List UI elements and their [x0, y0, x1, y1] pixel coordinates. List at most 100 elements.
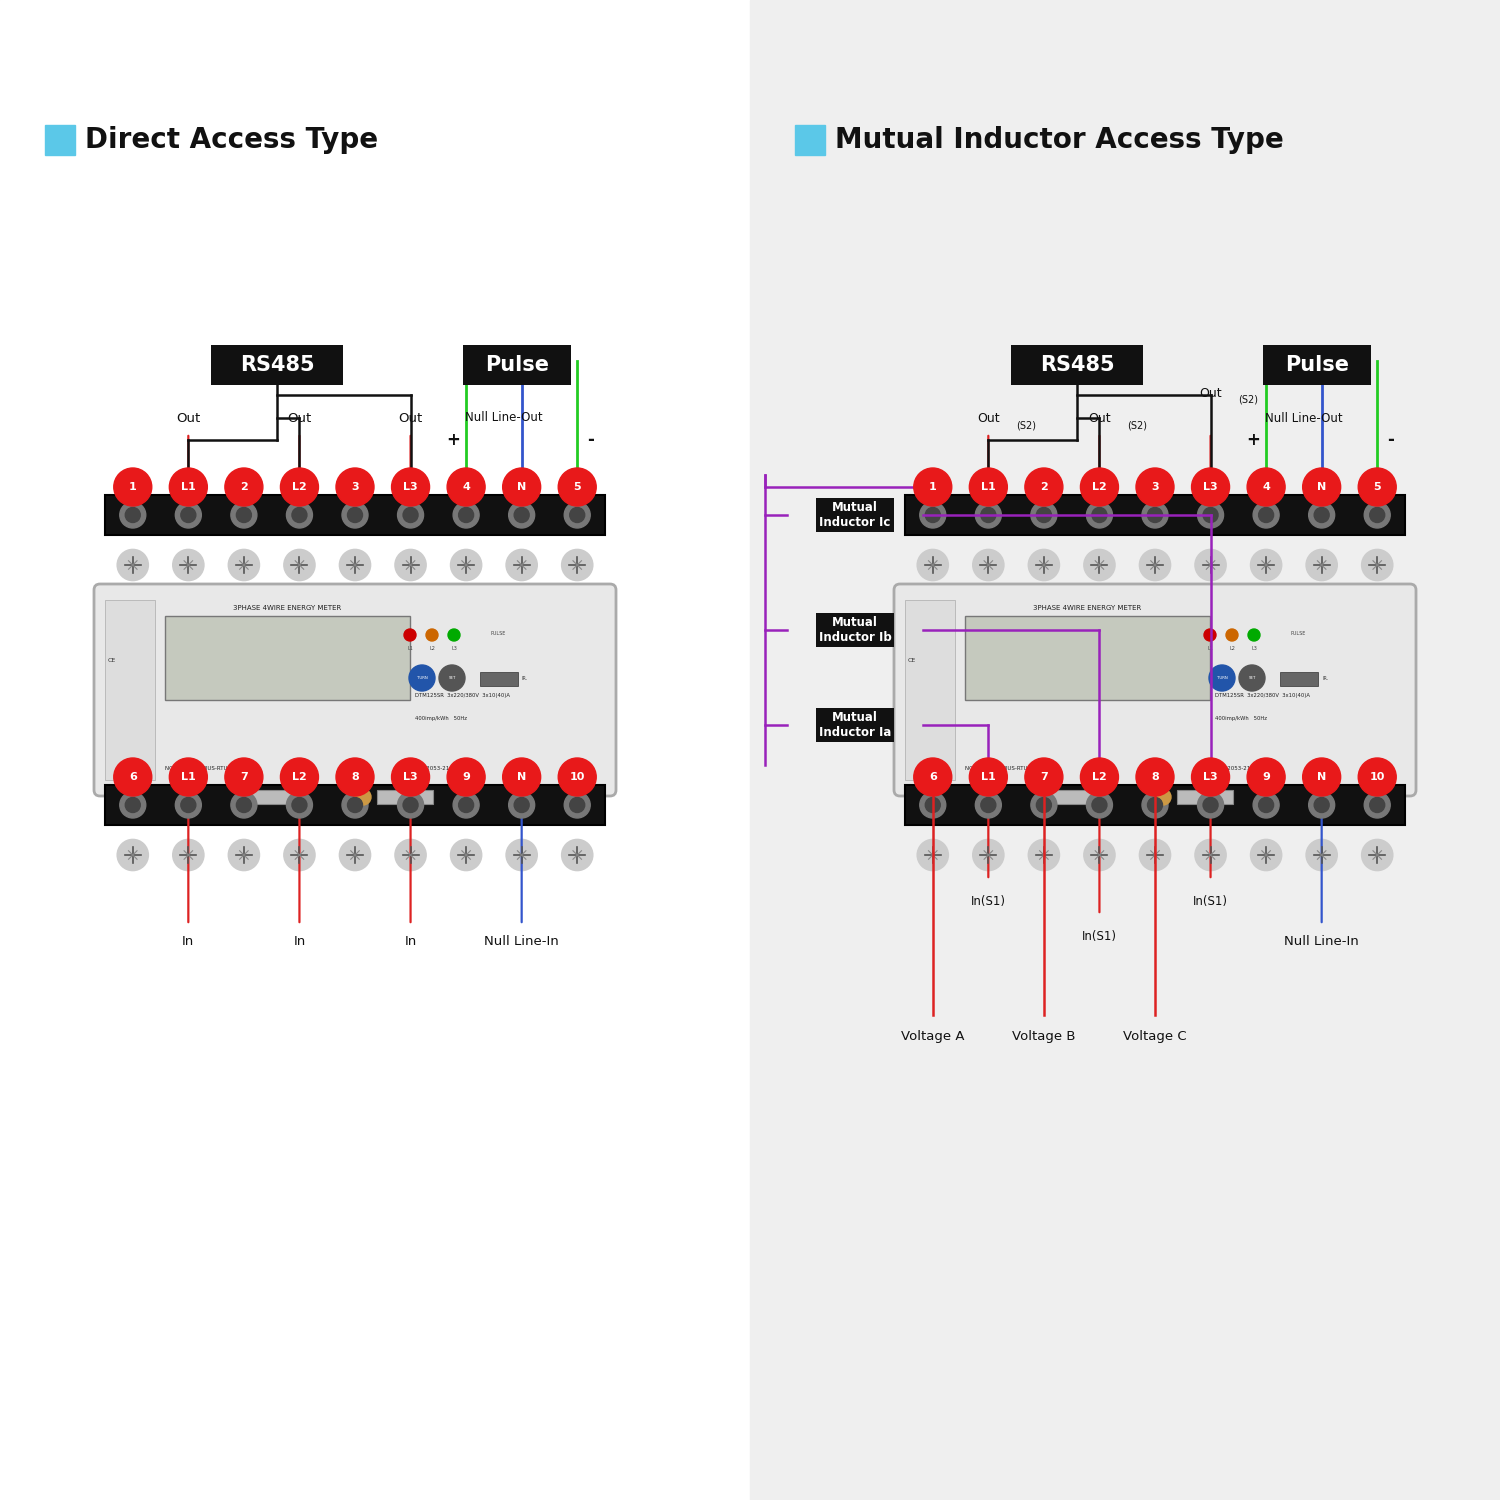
Circle shape [117, 840, 148, 870]
Text: 6: 6 [129, 772, 136, 782]
FancyBboxPatch shape [94, 584, 616, 796]
Circle shape [558, 758, 596, 796]
Text: L1: L1 [182, 482, 195, 492]
Text: +: + [1246, 430, 1260, 448]
Text: (S2): (S2) [1128, 420, 1148, 430]
Circle shape [1191, 758, 1230, 796]
Text: Mutual
Inductor Ia: Mutual Inductor Ia [819, 711, 891, 740]
Text: 7: 7 [1040, 772, 1048, 782]
Bar [904, 600, 956, 780]
Text: CE: CE [908, 657, 916, 663]
Circle shape [404, 507, 418, 522]
Circle shape [1036, 507, 1052, 522]
Text: L3: L3 [452, 646, 458, 651]
Text: 400imp/kWh   50Hz: 400imp/kWh 50Hz [416, 716, 466, 720]
Circle shape [237, 798, 252, 813]
Circle shape [1209, 664, 1234, 692]
Circle shape [182, 798, 196, 813]
Circle shape [1362, 840, 1392, 870]
Circle shape [561, 840, 592, 870]
Circle shape [231, 792, 256, 818]
Circle shape [920, 503, 946, 528]
Circle shape [1024, 758, 1063, 796]
Circle shape [1308, 503, 1335, 528]
Text: 8: 8 [351, 772, 358, 782]
Bar [1047, 790, 1102, 804]
Text: In(S1): In(S1) [1192, 896, 1228, 908]
Bar [105, 784, 604, 825]
Circle shape [561, 549, 592, 580]
Circle shape [394, 840, 426, 870]
Circle shape [1258, 798, 1274, 813]
Circle shape [1226, 628, 1238, 640]
Text: N: N [518, 772, 526, 782]
Circle shape [336, 758, 374, 796]
Text: IEC62053-21: IEC62053-21 [416, 765, 450, 771]
Circle shape [920, 792, 946, 818]
Text: 3PHASE 4WIRE ENERGY METER: 3PHASE 4WIRE ENERGY METER [234, 604, 342, 610]
Circle shape [172, 549, 204, 580]
Text: Out: Out [399, 413, 423, 424]
Text: Mutual
Inductor Ib: Mutual Inductor Ib [819, 616, 891, 644]
Circle shape [426, 628, 438, 640]
Circle shape [1092, 507, 1107, 522]
FancyBboxPatch shape [211, 345, 344, 386]
Text: L3: L3 [1251, 646, 1257, 651]
Text: L3: L3 [404, 772, 418, 782]
Bar [248, 790, 303, 804]
Circle shape [506, 549, 537, 580]
Circle shape [1364, 792, 1390, 818]
Circle shape [1086, 792, 1113, 818]
Text: SET: SET [448, 676, 456, 680]
Text: Null Line-Out: Null Line-Out [465, 411, 543, 424]
Bar [105, 495, 604, 536]
Circle shape [1203, 507, 1218, 522]
Text: In(S1): In(S1) [970, 896, 1006, 908]
Bar [165, 616, 410, 701]
FancyBboxPatch shape [1263, 345, 1371, 386]
Circle shape [1252, 792, 1280, 818]
Bar [964, 616, 1210, 701]
Text: 10: 10 [570, 772, 585, 782]
Circle shape [336, 468, 374, 506]
Text: TURN: TURN [1216, 676, 1227, 680]
Circle shape [1029, 840, 1059, 870]
Text: Mutual
Inductor Ic: Mutual Inductor Ic [819, 501, 891, 530]
Circle shape [447, 468, 485, 506]
Text: NO. 002  MODBUS-RTU: NO. 002 MODBUS-RTU [964, 765, 1028, 771]
Circle shape [182, 507, 196, 522]
Text: L2: L2 [429, 646, 435, 651]
Circle shape [1024, 468, 1063, 506]
Circle shape [975, 792, 1002, 818]
Circle shape [1246, 468, 1286, 506]
Circle shape [459, 798, 474, 813]
Text: 4: 4 [462, 482, 470, 492]
Text: Out: Out [1088, 413, 1112, 424]
Circle shape [564, 792, 590, 818]
Text: TURN: TURN [417, 676, 428, 680]
Circle shape [170, 758, 207, 796]
Text: 7: 7 [240, 772, 248, 782]
Bar [0, 0, 750, 1500]
Text: Out: Out [176, 413, 201, 424]
Text: L2: L2 [1092, 772, 1107, 782]
Circle shape [176, 503, 201, 528]
Circle shape [1306, 549, 1336, 580]
Circle shape [1246, 758, 1286, 796]
Circle shape [918, 549, 948, 580]
Circle shape [170, 468, 207, 506]
Text: (S2): (S2) [1239, 394, 1258, 405]
Circle shape [447, 758, 485, 796]
Circle shape [914, 468, 952, 506]
Circle shape [1196, 840, 1225, 870]
Text: Voltage A: Voltage A [902, 1030, 964, 1042]
Circle shape [570, 798, 585, 813]
Text: IR.: IR. [1322, 675, 1329, 681]
Circle shape [228, 549, 260, 580]
Circle shape [1136, 758, 1174, 796]
Text: Out: Out [288, 413, 312, 424]
Circle shape [1308, 792, 1335, 818]
Text: L1: L1 [406, 646, 412, 651]
Circle shape [1080, 468, 1119, 506]
Bar [1178, 790, 1233, 804]
